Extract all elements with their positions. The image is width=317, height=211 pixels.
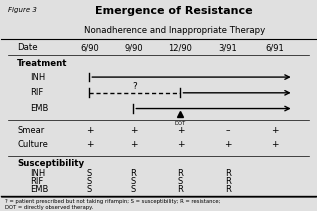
Text: Nonadherence and Inappropriate Therapy: Nonadherence and Inappropriate Therapy bbox=[84, 26, 265, 35]
Text: RIF: RIF bbox=[30, 177, 43, 186]
Text: +: + bbox=[271, 140, 279, 149]
Text: Treatment: Treatment bbox=[17, 59, 68, 68]
Text: 3/91: 3/91 bbox=[218, 43, 237, 52]
Text: R: R bbox=[225, 185, 230, 194]
Text: Susceptibility: Susceptibility bbox=[17, 159, 84, 168]
Text: +: + bbox=[130, 126, 137, 135]
Text: 9/90: 9/90 bbox=[124, 43, 143, 52]
Text: S: S bbox=[87, 177, 92, 186]
Text: Figure 3: Figure 3 bbox=[8, 7, 36, 13]
Text: S: S bbox=[131, 185, 136, 194]
Text: +: + bbox=[130, 140, 137, 149]
Text: +: + bbox=[224, 140, 231, 149]
Text: 6/90: 6/90 bbox=[80, 43, 99, 52]
Text: R: R bbox=[178, 185, 184, 194]
Text: 12/90: 12/90 bbox=[169, 43, 192, 52]
Text: Emergence of Resistance: Emergence of Resistance bbox=[95, 6, 253, 16]
Text: Date: Date bbox=[17, 43, 38, 52]
Text: INH: INH bbox=[30, 169, 45, 178]
Text: R: R bbox=[225, 169, 230, 178]
Text: +: + bbox=[177, 140, 184, 149]
Text: S: S bbox=[178, 177, 183, 186]
Text: ?: ? bbox=[133, 82, 137, 91]
Text: 6/91: 6/91 bbox=[265, 43, 284, 52]
Text: INH: INH bbox=[30, 73, 45, 82]
Text: +: + bbox=[177, 126, 184, 135]
Text: R: R bbox=[130, 169, 136, 178]
Text: S: S bbox=[87, 169, 92, 178]
Text: ? = patient prescribed but not taking rifampin; S = susceptibility; R = resistan: ? = patient prescribed but not taking ri… bbox=[4, 199, 220, 210]
Text: S: S bbox=[87, 185, 92, 194]
Text: +: + bbox=[86, 140, 93, 149]
Text: EMB: EMB bbox=[30, 185, 48, 194]
Text: –: – bbox=[225, 126, 230, 135]
Text: DOT: DOT bbox=[175, 121, 186, 126]
Text: R: R bbox=[225, 177, 230, 186]
Text: RIF: RIF bbox=[30, 88, 43, 97]
Text: +: + bbox=[86, 126, 93, 135]
Text: Culture: Culture bbox=[17, 140, 48, 149]
Text: Smear: Smear bbox=[17, 126, 44, 135]
Text: S: S bbox=[131, 177, 136, 186]
Text: EMB: EMB bbox=[30, 104, 48, 113]
Text: +: + bbox=[271, 126, 279, 135]
Text: R: R bbox=[178, 169, 184, 178]
